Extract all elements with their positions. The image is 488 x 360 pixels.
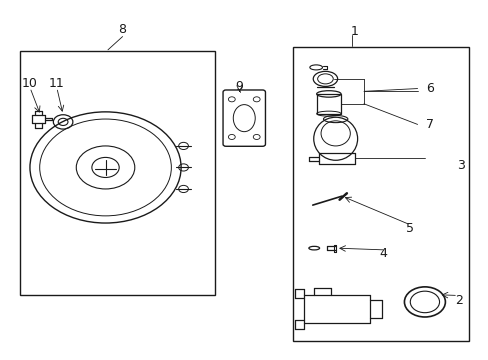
Text: 11: 11 xyxy=(49,77,64,90)
Text: 10: 10 xyxy=(22,77,38,90)
Bar xyxy=(20,51,215,295)
Text: 4: 4 xyxy=(379,247,386,260)
Bar xyxy=(316,94,340,114)
Text: 7: 7 xyxy=(425,118,433,131)
Text: 2: 2 xyxy=(454,294,462,307)
Text: 3: 3 xyxy=(457,159,465,172)
Text: 9: 9 xyxy=(235,80,243,93)
Text: 5: 5 xyxy=(406,222,413,235)
Text: 6: 6 xyxy=(425,82,433,95)
Text: 1: 1 xyxy=(349,25,357,38)
Text: 8: 8 xyxy=(119,23,126,36)
Bar xyxy=(293,47,468,341)
